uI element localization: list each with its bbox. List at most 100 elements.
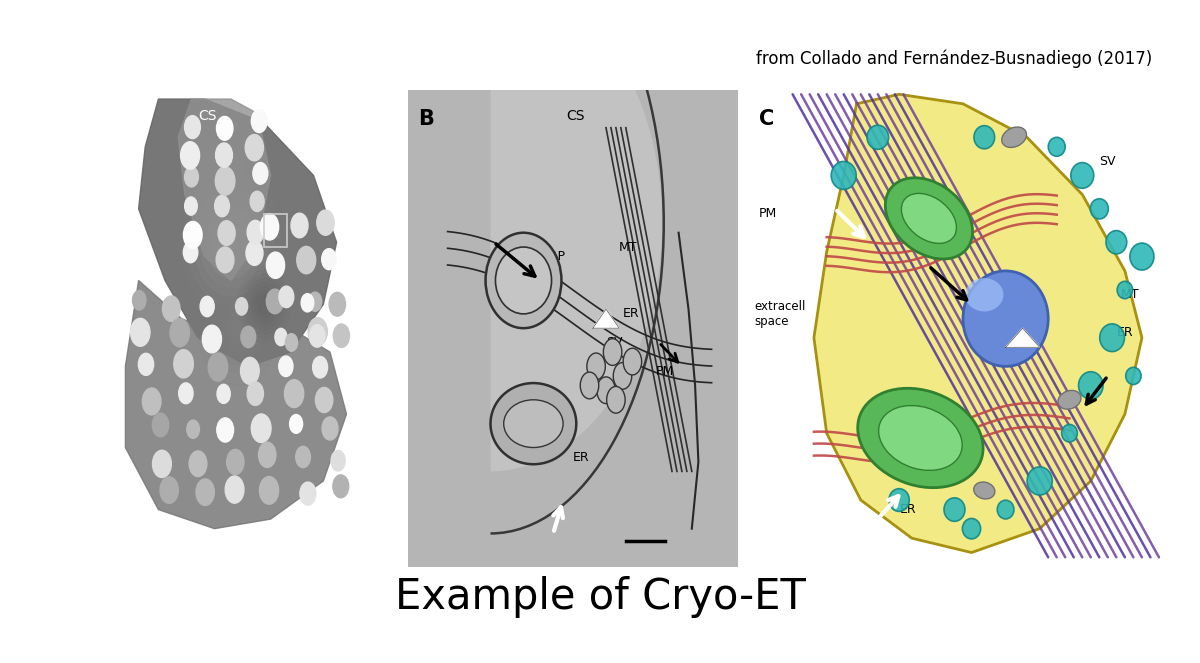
- Circle shape: [185, 197, 197, 215]
- Circle shape: [308, 318, 328, 345]
- Circle shape: [266, 289, 283, 314]
- Text: ER: ER: [623, 308, 640, 320]
- Circle shape: [152, 450, 172, 477]
- Circle shape: [138, 353, 154, 375]
- Circle shape: [322, 249, 336, 270]
- Circle shape: [190, 451, 206, 477]
- Circle shape: [1027, 467, 1052, 495]
- Text: ER: ER: [899, 503, 916, 516]
- Circle shape: [208, 284, 268, 372]
- Text: A: A: [79, 109, 95, 129]
- Circle shape: [275, 328, 287, 345]
- Text: grid: grid: [86, 486, 113, 500]
- Circle shape: [1106, 231, 1127, 254]
- Circle shape: [200, 198, 262, 287]
- Text: ER: ER: [574, 451, 589, 463]
- Circle shape: [185, 115, 200, 139]
- Text: MT: MT: [1121, 288, 1139, 301]
- Circle shape: [334, 324, 349, 347]
- Circle shape: [184, 242, 198, 263]
- Circle shape: [254, 290, 274, 318]
- Circle shape: [266, 252, 284, 278]
- Circle shape: [188, 128, 254, 223]
- Circle shape: [224, 233, 238, 252]
- Circle shape: [1079, 372, 1103, 399]
- Text: SV: SV: [606, 336, 623, 349]
- Circle shape: [218, 224, 244, 261]
- Circle shape: [215, 167, 235, 195]
- Circle shape: [174, 349, 193, 378]
- Circle shape: [260, 213, 278, 240]
- Circle shape: [181, 170, 281, 314]
- Circle shape: [613, 363, 631, 389]
- Circle shape: [200, 296, 215, 317]
- Circle shape: [240, 271, 288, 338]
- Circle shape: [587, 353, 605, 380]
- Ellipse shape: [491, 383, 576, 464]
- Text: PM: PM: [758, 207, 776, 220]
- Circle shape: [226, 476, 244, 503]
- Circle shape: [331, 450, 346, 471]
- Polygon shape: [139, 99, 336, 367]
- Circle shape: [284, 380, 304, 408]
- Circle shape: [248, 282, 280, 326]
- Circle shape: [868, 125, 888, 149]
- Circle shape: [184, 221, 202, 249]
- Circle shape: [215, 196, 229, 217]
- Circle shape: [974, 126, 995, 149]
- Polygon shape: [593, 309, 619, 328]
- Circle shape: [250, 191, 264, 211]
- Circle shape: [211, 160, 232, 190]
- Ellipse shape: [878, 406, 962, 470]
- Circle shape: [278, 356, 293, 377]
- Text: C: C: [758, 109, 774, 129]
- Ellipse shape: [1058, 391, 1081, 409]
- Circle shape: [187, 180, 275, 305]
- Circle shape: [132, 290, 146, 310]
- Ellipse shape: [901, 194, 956, 243]
- Ellipse shape: [504, 400, 563, 448]
- Circle shape: [143, 388, 161, 415]
- Circle shape: [1117, 281, 1133, 298]
- Circle shape: [332, 475, 349, 498]
- Circle shape: [1099, 324, 1124, 351]
- Circle shape: [216, 143, 233, 167]
- Circle shape: [196, 139, 246, 212]
- Circle shape: [208, 353, 228, 381]
- Circle shape: [216, 247, 234, 272]
- Circle shape: [623, 348, 642, 375]
- Ellipse shape: [964, 271, 1049, 367]
- Circle shape: [290, 213, 308, 238]
- Text: extracell
space: extracell space: [755, 300, 805, 328]
- Circle shape: [286, 333, 298, 351]
- Circle shape: [308, 292, 322, 312]
- Circle shape: [216, 117, 233, 140]
- Circle shape: [206, 155, 235, 196]
- Circle shape: [222, 305, 253, 351]
- Polygon shape: [1006, 328, 1039, 347]
- Circle shape: [604, 339, 622, 365]
- Text: MT: MT: [619, 241, 637, 253]
- Text: mit: mit: [884, 207, 905, 220]
- Ellipse shape: [886, 178, 972, 259]
- Text: Example of Cryo-ET: Example of Cryo-ET: [395, 575, 805, 618]
- Circle shape: [258, 442, 276, 467]
- Circle shape: [245, 135, 264, 161]
- Circle shape: [322, 417, 338, 440]
- Circle shape: [317, 210, 335, 235]
- Text: ER: ER: [1116, 326, 1133, 339]
- Circle shape: [596, 377, 616, 404]
- Polygon shape: [126, 280, 347, 528]
- Ellipse shape: [973, 482, 995, 499]
- Circle shape: [313, 357, 328, 378]
- Circle shape: [198, 271, 277, 385]
- Circle shape: [581, 372, 599, 399]
- Circle shape: [944, 498, 965, 521]
- Circle shape: [962, 518, 980, 539]
- Circle shape: [203, 150, 239, 202]
- Circle shape: [212, 215, 250, 270]
- Text: CS: CS: [566, 109, 584, 123]
- Text: CS: CS: [198, 109, 216, 123]
- Circle shape: [251, 414, 271, 442]
- Ellipse shape: [965, 278, 1003, 312]
